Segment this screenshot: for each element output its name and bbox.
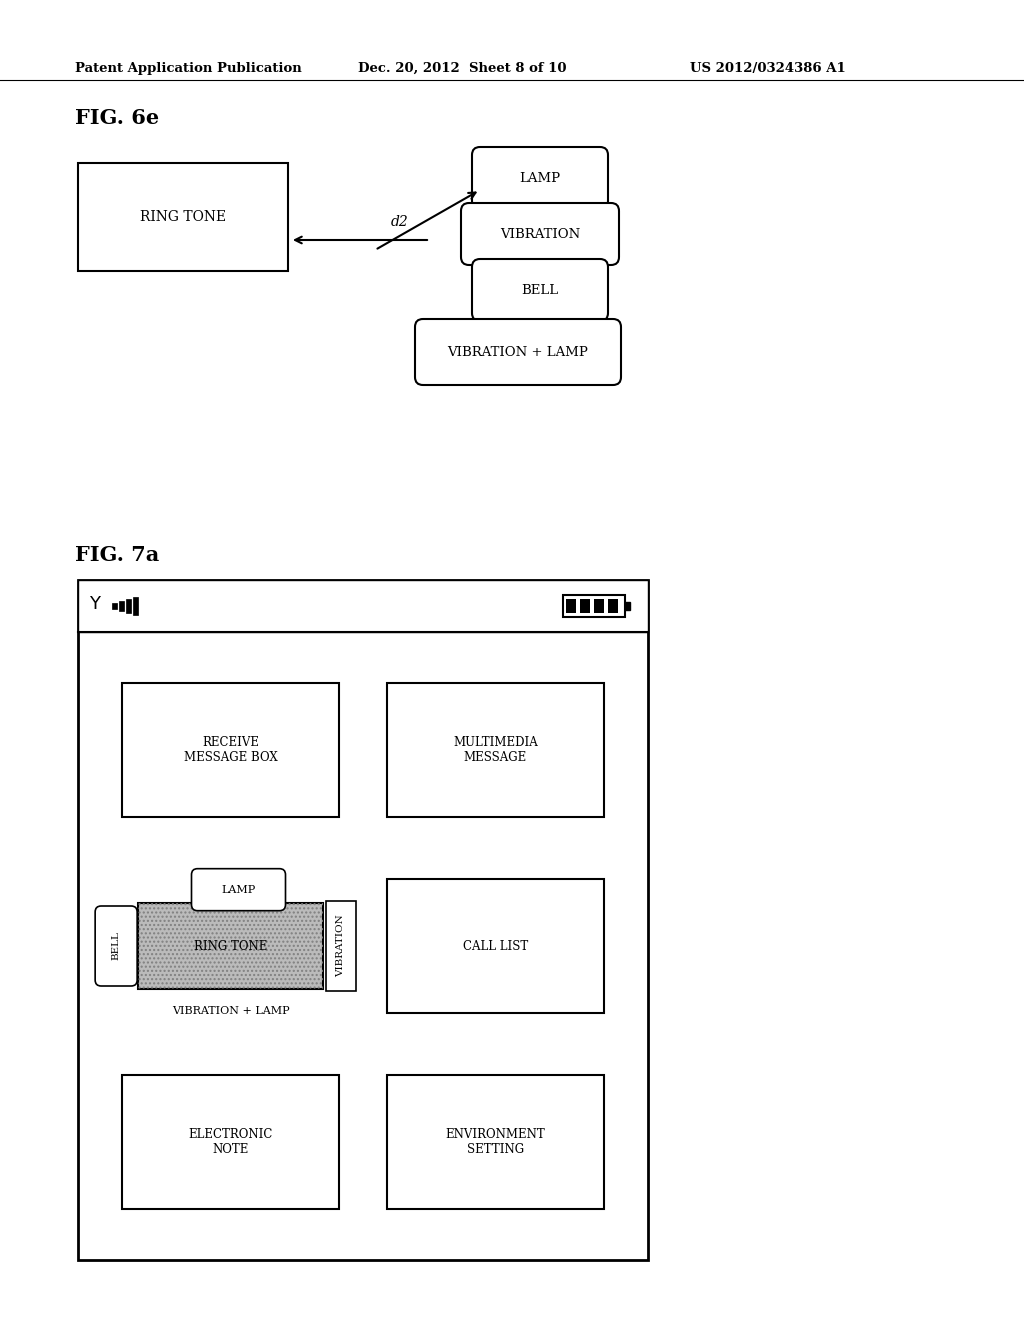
Text: ENVIRONMENT
SETTING: ENVIRONMENT SETTING: [445, 1129, 546, 1156]
FancyBboxPatch shape: [415, 319, 621, 385]
Text: CALL LIST: CALL LIST: [463, 940, 528, 953]
Bar: [625, 602, 630, 610]
FancyBboxPatch shape: [461, 203, 618, 265]
Bar: [387, 1076, 604, 1209]
FancyBboxPatch shape: [95, 906, 137, 986]
Text: US 2012/0324386 A1: US 2012/0324386 A1: [690, 62, 846, 75]
Bar: [326, 902, 356, 991]
Bar: [119, 601, 124, 611]
Text: RING TONE: RING TONE: [194, 940, 267, 953]
Text: FIG. 7a: FIG. 7a: [75, 545, 160, 565]
Bar: [608, 599, 618, 612]
Text: RING TONE: RING TONE: [140, 210, 226, 224]
Bar: [387, 684, 604, 817]
FancyBboxPatch shape: [472, 147, 608, 209]
Text: RECEIVE
MESSAGE BOX: RECEIVE MESSAGE BOX: [183, 737, 278, 764]
Bar: [138, 903, 323, 989]
Bar: [122, 1076, 339, 1209]
Text: BELL: BELL: [112, 932, 121, 961]
Text: Dec. 20, 2012  Sheet 8 of 10: Dec. 20, 2012 Sheet 8 of 10: [358, 62, 566, 75]
Bar: [78, 579, 648, 632]
Text: LAMP: LAMP: [519, 172, 560, 185]
Bar: [566, 599, 575, 612]
Bar: [122, 684, 339, 817]
Text: FIG. 6e: FIG. 6e: [75, 108, 159, 128]
FancyBboxPatch shape: [191, 869, 286, 911]
Text: $\Upsilon$: $\Upsilon$: [89, 595, 102, 612]
Text: VIBRATION + LAMP: VIBRATION + LAMP: [447, 346, 589, 359]
Text: BELL: BELL: [521, 284, 558, 297]
Bar: [387, 879, 604, 1012]
Bar: [138, 903, 323, 989]
Bar: [126, 599, 131, 612]
Bar: [78, 162, 288, 271]
Bar: [133, 597, 138, 615]
Text: Patent Application Publication: Patent Application Publication: [75, 62, 302, 75]
Text: LAMP: LAMP: [221, 884, 256, 895]
FancyBboxPatch shape: [563, 595, 625, 616]
Text: VIBRATION: VIBRATION: [500, 227, 581, 240]
Text: VIBRATION + LAMP: VIBRATION + LAMP: [172, 1006, 290, 1016]
Text: d2: d2: [391, 215, 409, 228]
Bar: [78, 579, 648, 1261]
Bar: [112, 603, 117, 609]
Text: VIBRATION: VIBRATION: [336, 915, 345, 977]
Bar: [580, 599, 590, 612]
Text: MULTIMEDIA
MESSAGE: MULTIMEDIA MESSAGE: [454, 737, 538, 764]
Bar: [594, 599, 604, 612]
FancyBboxPatch shape: [472, 259, 608, 321]
Text: ELECTRONIC
NOTE: ELECTRONIC NOTE: [188, 1129, 272, 1156]
